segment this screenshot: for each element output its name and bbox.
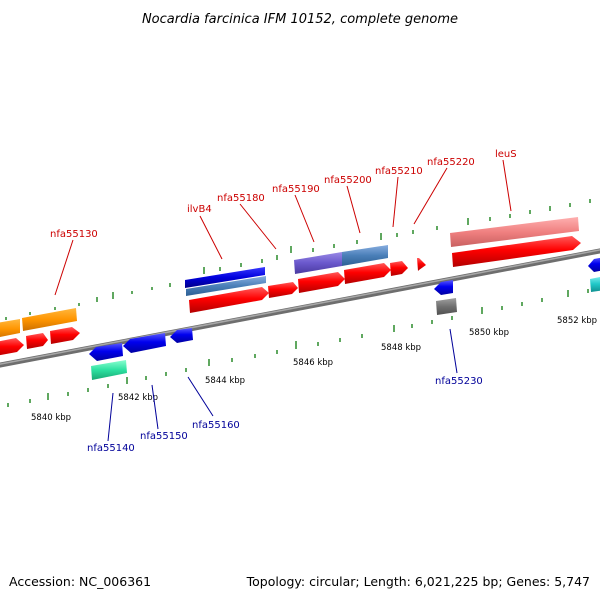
gene-label[interactable]: nfa55200 — [324, 175, 372, 186]
tick-label: 5850 kbp — [469, 328, 509, 338]
cds-arrow-forward[interactable] — [0, 338, 24, 357]
cds-arrow-forward[interactable] — [26, 333, 48, 349]
cds-arrow-forward[interactable] — [417, 258, 426, 271]
feature-dark-blue[interactable] — [185, 267, 265, 288]
gene-label[interactable]: nfa55220 — [427, 157, 475, 168]
cds-arrow-reverse[interactable] — [434, 280, 453, 295]
genome-backbone — [0, 248, 600, 368]
cds-arrow-forward[interactable] — [344, 263, 391, 284]
feature-purple[interactable] — [294, 252, 342, 274]
feature-orange[interactable] — [0, 319, 20, 339]
tick-label: 5848 kbp — [381, 343, 421, 353]
tick-label: 5844 kbp — [205, 376, 245, 386]
cds-arrow-forward[interactable] — [298, 272, 345, 293]
gene-label[interactable]: nfa55230 — [435, 376, 483, 387]
cds-arrow-reverse[interactable] — [588, 257, 600, 272]
cds-arrow-forward[interactable] — [50, 327, 80, 344]
gene-label[interactable]: nfa55190 — [272, 184, 320, 195]
feature-pink[interactable] — [450, 217, 579, 247]
tick-label: 5852 kbp — [557, 316, 597, 326]
cds-arrow-forward[interactable] — [189, 287, 269, 313]
tick-label: 5846 kbp — [293, 358, 333, 368]
feature-gray[interactable] — [436, 298, 457, 315]
feature-cyan[interactable] — [590, 276, 600, 292]
tick-label: 5840 kbp — [31, 413, 71, 423]
cds-arrow-reverse[interactable] — [89, 343, 123, 361]
forward-features — [0, 217, 581, 357]
gene-label[interactable]: nfa55160 — [192, 420, 240, 431]
reverse-strand-ticks — [7, 289, 589, 407]
cds-arrow-reverse[interactable] — [170, 328, 193, 343]
cds-arrow-forward[interactable] — [268, 282, 298, 298]
feature-orange[interactable] — [22, 308, 77, 331]
gene-label[interactable]: nfa55130 — [50, 229, 98, 240]
map-title: Nocardia farcinica IFM 10152, complete g… — [142, 12, 458, 27]
cds-arrow-reverse[interactable] — [123, 333, 166, 353]
forward-gene-labels: nfa55130 ilvB4 nfa55180 nfa55190 nfa5520… — [50, 149, 517, 296]
gene-label[interactable]: nfa55180 — [217, 193, 265, 204]
gene-label[interactable]: nfa55210 — [375, 166, 423, 177]
gene-label[interactable]: leuS — [495, 149, 517, 160]
genome-summary-text: Topology: circular; Length: 6,021,225 bp… — [246, 574, 590, 589]
cds-arrow-forward[interactable] — [452, 236, 581, 267]
reverse-features — [89, 257, 600, 380]
feature-steel[interactable] — [342, 245, 388, 266]
gene-label[interactable]: nfa55150 — [140, 431, 188, 442]
gene-label[interactable]: ilvB4 — [187, 204, 212, 215]
accession-text: Accession: NC_006361 — [9, 574, 151, 589]
feature-steel[interactable] — [186, 276, 266, 296]
feature-green[interactable] — [91, 360, 127, 380]
reverse-gene-labels: nfa55140 nfa55150 nfa55160 nfa55230 — [87, 328, 483, 454]
gene-label[interactable]: nfa55140 — [87, 443, 135, 454]
tick-label: 5842 kbp — [118, 393, 158, 403]
cds-arrow-forward[interactable] — [390, 261, 408, 276]
axis-tick-labels: 5840 kbp 5842 kbp 5844 kbp 5846 kbp 5848… — [31, 316, 597, 423]
